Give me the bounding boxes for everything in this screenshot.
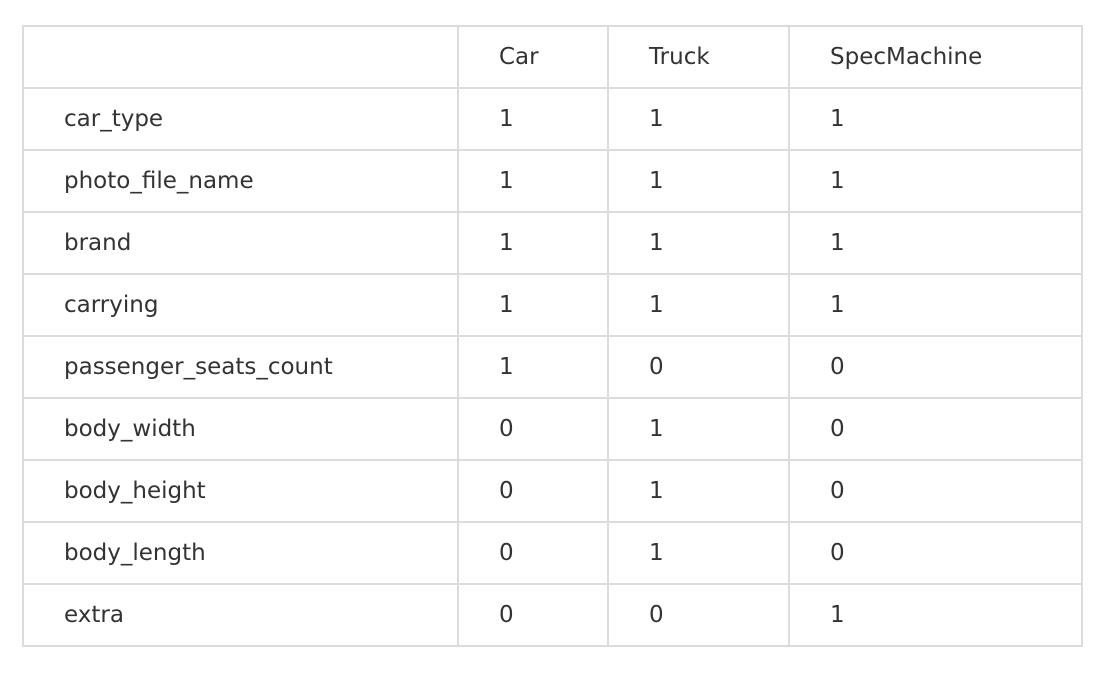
attribute-name-cell: body_length — [22, 521, 459, 585]
table-row: carrying 1 1 1 — [22, 273, 1083, 337]
header-cell-truck: Truck — [607, 25, 790, 89]
attribute-name-cell: body_height — [22, 459, 459, 523]
attribute-name-cell: car_type — [22, 87, 459, 151]
attribute-name-cell: extra — [22, 583, 459, 647]
vehicle-attributes-table: Car Truck SpecMachine car_type 1 1 1 pho… — [22, 25, 1083, 647]
table-row: brand 1 1 1 — [22, 211, 1083, 275]
attribute-name-cell: carrying — [22, 273, 459, 337]
table-row: body_width 0 1 0 — [22, 397, 1083, 461]
header-cell-attribute — [22, 25, 459, 89]
truck-value-cell: 1 — [607, 211, 790, 275]
specmachine-value-cell: 0 — [788, 335, 1083, 399]
table-body: car_type 1 1 1 photo_file_name 1 1 1 bra… — [22, 87, 1083, 647]
header-cell-car: Car — [457, 25, 609, 89]
specmachine-value-cell: 0 — [788, 521, 1083, 585]
car-value-cell: 0 — [457, 521, 609, 585]
car-value-cell: 1 — [457, 211, 609, 275]
truck-value-cell: 1 — [607, 87, 790, 151]
table-row: passenger_seats_count 1 0 0 — [22, 335, 1083, 399]
attribute-name-cell: body_width — [22, 397, 459, 461]
truck-value-cell: 1 — [607, 149, 790, 213]
specmachine-value-cell: 0 — [788, 397, 1083, 461]
table-row: car_type 1 1 1 — [22, 87, 1083, 151]
attribute-name-cell: photo_file_name — [22, 149, 459, 213]
table-header: Car Truck SpecMachine — [22, 25, 1083, 89]
car-value-cell: 1 — [457, 87, 609, 151]
car-value-cell: 1 — [457, 149, 609, 213]
attribute-name-cell: passenger_seats_count — [22, 335, 459, 399]
truck-value-cell: 0 — [607, 335, 790, 399]
table-row: body_length 0 1 0 — [22, 521, 1083, 585]
truck-value-cell: 1 — [607, 273, 790, 337]
truck-value-cell: 0 — [607, 583, 790, 647]
header-cell-specmachine: SpecMachine — [788, 25, 1083, 89]
car-value-cell: 1 — [457, 335, 609, 399]
specmachine-value-cell: 0 — [788, 459, 1083, 523]
car-value-cell: 0 — [457, 459, 609, 523]
specmachine-value-cell: 1 — [788, 211, 1083, 275]
car-value-cell: 0 — [457, 583, 609, 647]
specmachine-value-cell: 1 — [788, 273, 1083, 337]
car-value-cell: 0 — [457, 397, 609, 461]
table-row: photo_file_name 1 1 1 — [22, 149, 1083, 213]
specmachine-value-cell: 1 — [788, 87, 1083, 151]
specmachine-value-cell: 1 — [788, 583, 1083, 647]
table-row: extra 0 0 1 — [22, 583, 1083, 647]
truck-value-cell: 1 — [607, 397, 790, 461]
truck-value-cell: 1 — [607, 459, 790, 523]
attribute-name-cell: brand — [22, 211, 459, 275]
table-row: body_height 0 1 0 — [22, 459, 1083, 523]
car-value-cell: 1 — [457, 273, 609, 337]
truck-value-cell: 1 — [607, 521, 790, 585]
specmachine-value-cell: 1 — [788, 149, 1083, 213]
header-row: Car Truck SpecMachine — [22, 25, 1083, 89]
